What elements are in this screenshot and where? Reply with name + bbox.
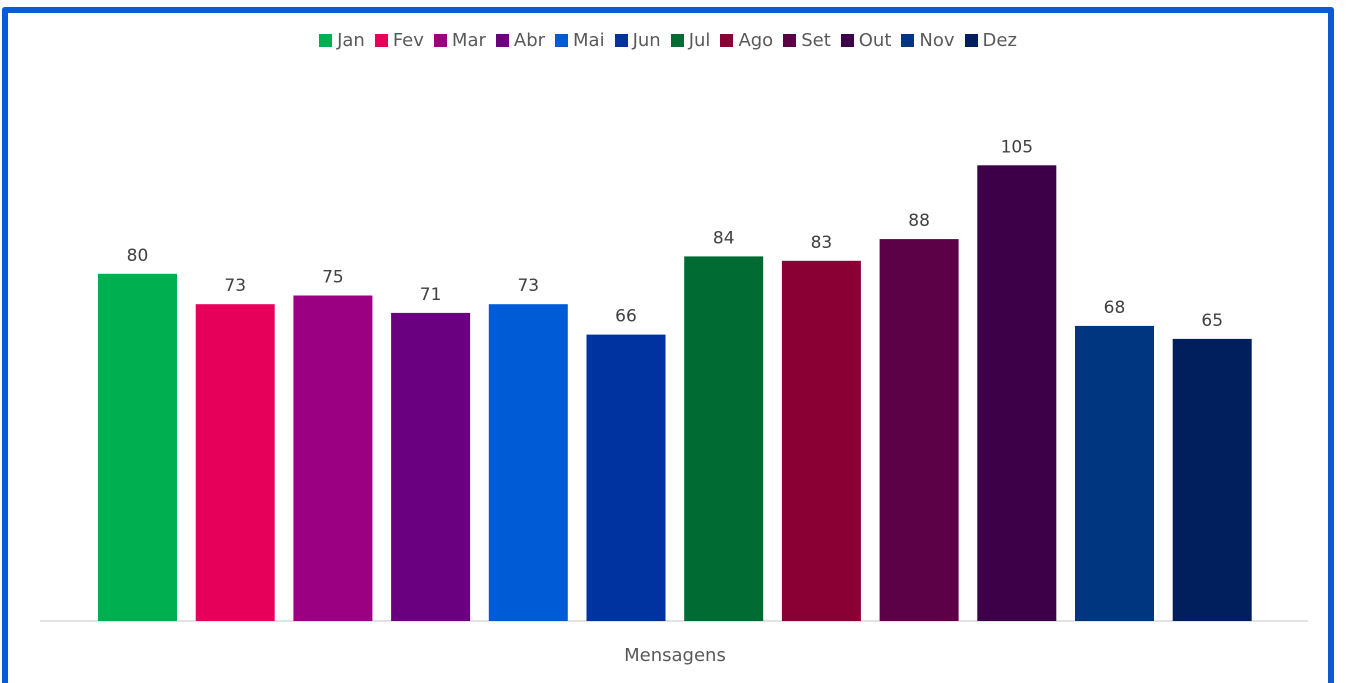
legend-swatch — [964, 34, 978, 47]
legend-swatch — [495, 34, 509, 47]
data-label-nov: 68 — [1104, 298, 1126, 318]
legend-item-fev: Fev — [374, 30, 424, 51]
x-axis-title: Mensagens — [624, 645, 726, 666]
legend-label: Set — [801, 30, 831, 51]
legend-item-jun: Jun — [614, 30, 661, 51]
chart-legend: Jan Fev Mar Abr Mai Jun Jul Ago Set Out Nov Dez — [0, 30, 1346, 51]
data-label-jun: 66 — [615, 307, 637, 327]
bar-nov — [1075, 325, 1154, 621]
bar-jul — [684, 256, 764, 621]
legend-label: Jun — [632, 30, 661, 51]
data-labels-group: 80 73 75 71 73 66 84 83 88 105 68 65 — [127, 137, 1223, 331]
bar-mai — [488, 304, 568, 621]
legend-label: Jul — [688, 30, 711, 51]
legend-item-out: Out — [840, 30, 892, 51]
bar-mar — [293, 295, 373, 621]
legend-label: Abr — [513, 30, 546, 51]
data-label-jul: 84 — [713, 228, 735, 248]
legend-label: Fev — [392, 30, 424, 51]
bar-jan — [98, 273, 177, 621]
data-label-fev: 73 — [224, 276, 246, 296]
legend-item-set: Set — [783, 30, 831, 51]
legend-swatch — [840, 34, 854, 47]
legend-swatch — [433, 34, 447, 47]
bar-jun — [586, 334, 666, 621]
data-label-out: 105 — [1001, 137, 1033, 157]
data-label-jan: 80 — [127, 246, 149, 266]
bar-abr — [391, 312, 471, 621]
legend-item-mai: Mai — [555, 30, 605, 51]
legend-swatch — [901, 34, 915, 47]
legend-label: Ago — [738, 30, 774, 51]
legend-swatch — [783, 34, 797, 47]
data-label-dez: 65 — [1201, 311, 1223, 331]
bar-set — [879, 239, 959, 621]
legend-swatch — [614, 34, 628, 47]
legend-swatch — [319, 34, 333, 47]
legend-item-ago: Ago — [720, 30, 773, 51]
legend-label: Dez — [982, 30, 1017, 51]
legend-label: Mar — [451, 30, 486, 51]
legend-label: Mai — [573, 30, 605, 51]
data-label-mai: 73 — [517, 276, 539, 296]
legend-swatch — [374, 34, 388, 47]
data-label-mar: 75 — [322, 268, 344, 288]
legend-swatch — [720, 34, 734, 47]
data-label-abr: 71 — [420, 285, 442, 305]
legend-item-dez: Dez — [964, 30, 1017, 51]
bars-group — [98, 165, 1252, 622]
legend-label: Jan — [337, 30, 365, 51]
bar-fev — [195, 304, 275, 621]
legend-item-jul: Jul — [670, 30, 711, 51]
legend-item-nov: Nov — [901, 30, 955, 51]
legend-item-mar: Mar — [433, 30, 486, 51]
data-label-set: 88 — [908, 211, 930, 231]
bar-out — [977, 165, 1057, 622]
legend-label: Out — [858, 30, 892, 51]
legend-swatch — [670, 34, 684, 47]
bar-dez — [1172, 338, 1252, 621]
data-label-ago: 83 — [811, 233, 833, 253]
legend-label: Nov — [919, 30, 955, 51]
legend-item-jan: Jan — [319, 30, 365, 51]
legend-swatch — [555, 34, 569, 47]
legend-item-abr: Abr — [495, 30, 546, 51]
bar-ago — [781, 260, 861, 621]
